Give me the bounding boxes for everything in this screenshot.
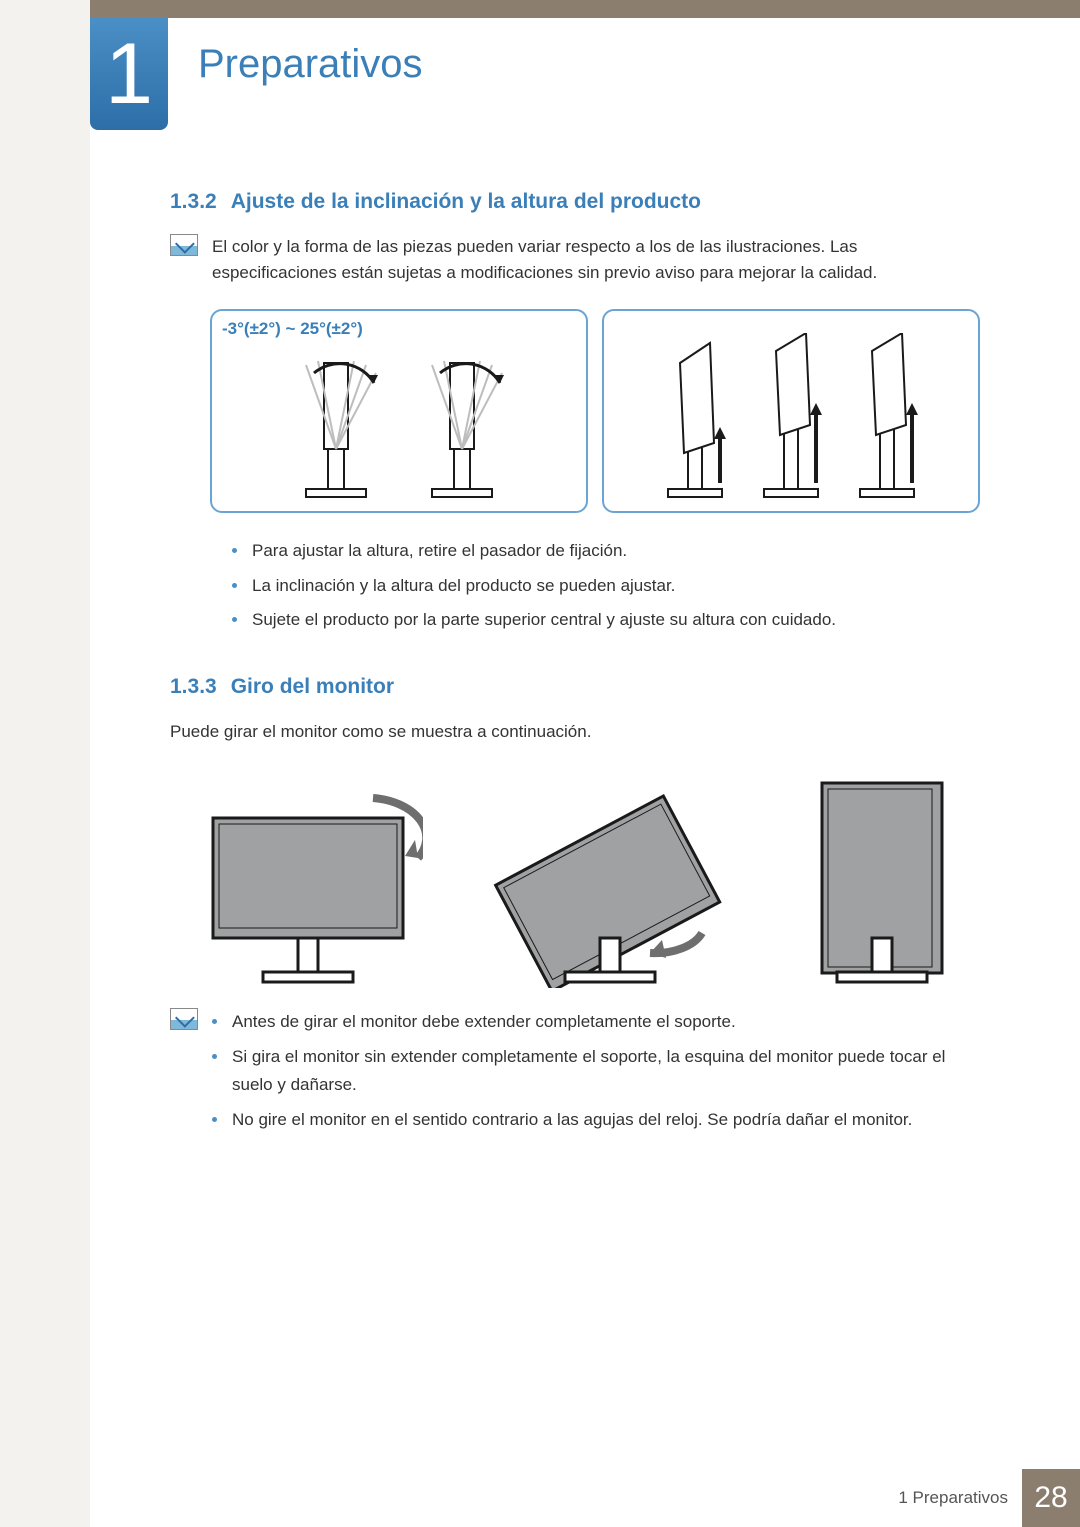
- rotation-figures: [180, 768, 980, 988]
- tilt-range-label: -3°(±2°) ~ 25°(±2°): [222, 319, 576, 339]
- section-number: 1.3.2: [170, 190, 217, 213]
- section-title: Ajuste de la inclinación y la altura del…: [231, 190, 701, 213]
- section1-bullets: Para ajustar la altura, retire el pasado…: [232, 537, 980, 636]
- page-footer: 1 Preparativos 28: [0, 1469, 1080, 1527]
- monitor-landscape: [193, 778, 423, 988]
- tilt-diagram: [222, 339, 576, 503]
- monitor-tilted: [480, 778, 740, 988]
- section-number: 1.3.3: [170, 675, 217, 698]
- section-heading-132: 1.3.2 Ajuste de la inclinación y la altur…: [170, 190, 980, 214]
- note-icon: [170, 234, 198, 256]
- top-accent-bar: [0, 0, 1080, 18]
- left-margin-bar: [0, 0, 90, 1527]
- tilt-height-figures: -3°(±2°) ~ 25°(±2°): [210, 309, 980, 513]
- tilt-figure: -3°(±2°) ~ 25°(±2°): [210, 309, 588, 513]
- list-item: No gire el monitor en el sentido contrar…: [212, 1106, 980, 1135]
- list-item: Para ajustar la altura, retire el pasado…: [232, 537, 980, 566]
- section2-intro: Puede girar el monitor como se muestra a…: [170, 719, 980, 745]
- note-row-2: Antes de girar el monitor debe extender …: [170, 1008, 980, 1142]
- section2-bullets: Antes de girar el monitor debe extender …: [212, 1008, 980, 1142]
- list-item: Sujete el producto por la parte superior…: [232, 606, 980, 635]
- note-row-1: El color y la forma de las piezas pueden…: [170, 234, 980, 287]
- chapter-number-badge: 1: [90, 18, 168, 130]
- section-title: Giro del monitor: [231, 675, 394, 698]
- height-figure: [602, 309, 980, 513]
- height-diagram: [614, 319, 968, 503]
- note-icon: [170, 1008, 198, 1030]
- chapter-title: Preparativos: [198, 42, 423, 87]
- page-number-box: 28: [1022, 1469, 1080, 1527]
- page-number: 28: [1034, 1481, 1067, 1515]
- note-text: El color y la forma de las piezas pueden…: [212, 234, 980, 287]
- monitor-portrait: [797, 778, 967, 988]
- list-item: Si gira el monitor sin extender completa…: [212, 1043, 980, 1101]
- list-item: La inclinación y la altura del producto …: [232, 572, 980, 601]
- footer-chapter-label: 1 Preparativos: [898, 1488, 1008, 1508]
- chapter-number: 1: [105, 25, 153, 124]
- section-heading-133: 1.3.3 Giro del monitor: [170, 675, 980, 699]
- list-item: Antes de girar el monitor debe extender …: [212, 1008, 980, 1037]
- page-content: 1.3.2 Ajuste de la inclinación y la altur…: [170, 190, 980, 1163]
